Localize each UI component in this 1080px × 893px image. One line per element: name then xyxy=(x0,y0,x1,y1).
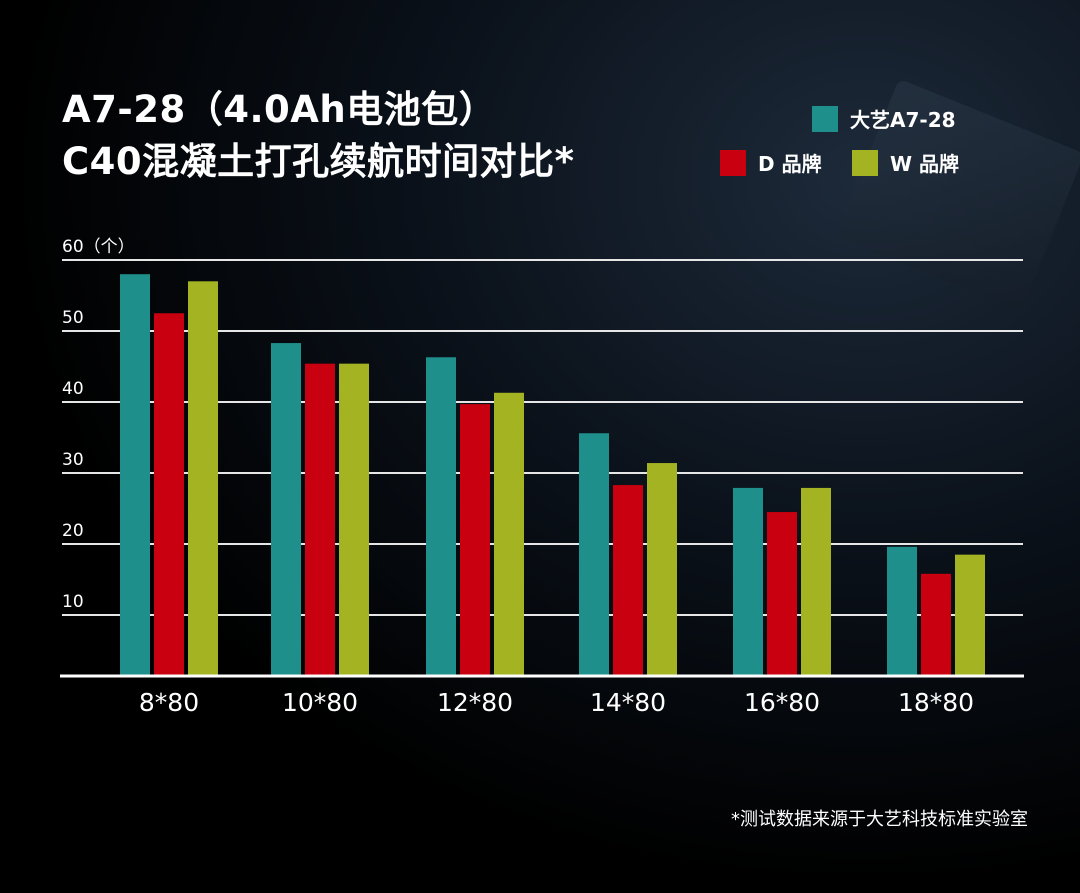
legend-swatch xyxy=(812,105,838,132)
y-tick-label: 40 xyxy=(62,379,84,399)
bar-a7-28 xyxy=(120,274,150,676)
legend-swatch xyxy=(720,149,746,176)
bar-w-brand xyxy=(955,554,985,676)
y-tick-label: 30 xyxy=(62,450,84,470)
legend-swatch xyxy=(852,149,878,176)
bar-w-brand xyxy=(647,463,677,676)
x-tick-label: 18*80 xyxy=(898,688,974,717)
legend-label: 大艺A7-28 xyxy=(850,108,956,132)
legend-item-w-brand: W 品牌 xyxy=(852,148,959,177)
bar-w-brand xyxy=(801,487,831,676)
y-tick-label: 50 xyxy=(62,308,84,328)
legend-item-a7-28: 大艺A7-28 xyxy=(812,104,956,133)
bar-d-brand xyxy=(154,313,184,676)
bar-w-brand xyxy=(339,363,369,676)
title-line-1: A7-28（4.0Ah电池包） xyxy=(62,88,497,131)
title-line-2: C40混凝土打孔续航时间对比* xyxy=(62,140,575,183)
y-tick-label: 60（个） xyxy=(62,237,135,257)
bar-a7-28 xyxy=(887,546,917,676)
footnote: *测试数据来源于大艺科技标准实验室 xyxy=(731,809,1028,830)
x-tick-label: 16*80 xyxy=(744,688,820,717)
y-tick-label: 20 xyxy=(62,521,84,541)
bar-d-brand xyxy=(921,573,951,676)
bar-a7-28 xyxy=(733,487,763,676)
bar-d-brand xyxy=(613,485,643,676)
x-tick-label: 12*80 xyxy=(437,688,513,717)
bar-a7-28 xyxy=(426,357,456,676)
bar-d-brand xyxy=(460,404,490,676)
bar-w-brand xyxy=(188,281,218,676)
x-tick-label: 10*80 xyxy=(282,688,358,717)
x-tick-label: 14*80 xyxy=(590,688,666,717)
legend-label: D 品牌 xyxy=(758,152,822,176)
y-tick-label: 10 xyxy=(62,592,84,612)
legend-label: W 品牌 xyxy=(890,152,960,176)
bar-a7-28 xyxy=(579,433,609,676)
bar-a7-28 xyxy=(271,343,301,676)
bar-d-brand xyxy=(767,512,797,676)
legend-item-d-brand: D 品牌 xyxy=(720,148,822,177)
chart-title: A7-28（4.0Ah电池包） C40混凝土打孔续航时间对比* xyxy=(62,84,575,188)
x-tick-label: 8*80 xyxy=(139,688,199,717)
bar-d-brand xyxy=(305,363,335,676)
bar-w-brand xyxy=(494,392,524,676)
